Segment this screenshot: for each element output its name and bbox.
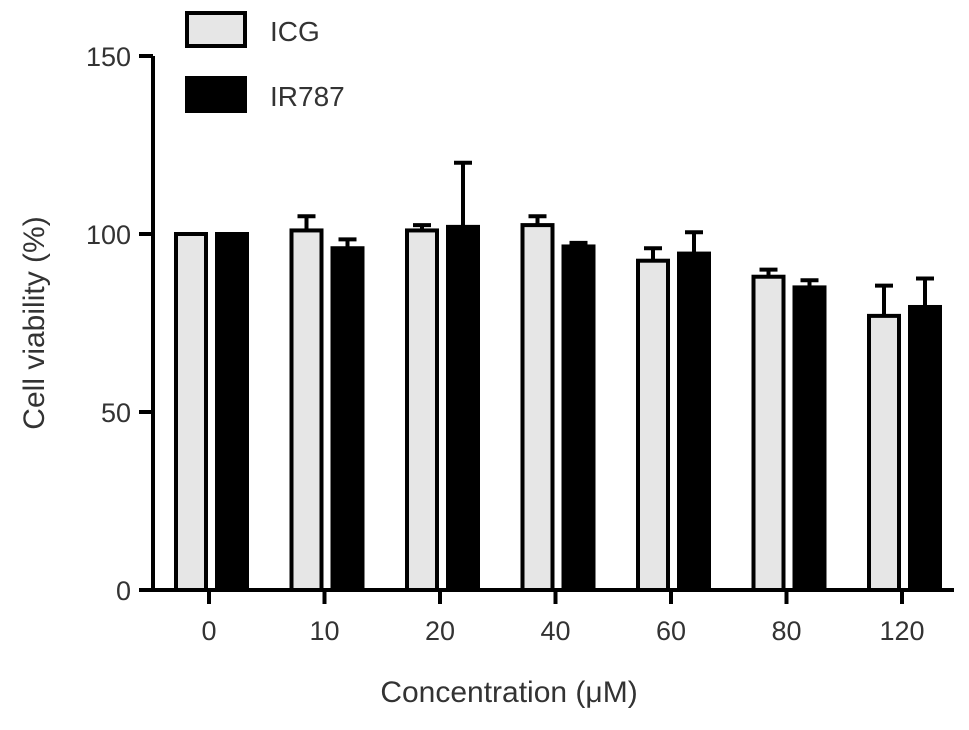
legend-label-icg: ICG: [270, 16, 320, 47]
bar-icg-80: [751, 274, 786, 592]
bar-icg-0: [174, 232, 208, 592]
y-tick-label-50: 50: [101, 398, 131, 428]
bar-ir787-120: [908, 304, 942, 592]
bar-ir787-0: [215, 232, 249, 592]
bar-icg-40: [520, 223, 555, 592]
x-axis-title: Concentration (μM): [380, 676, 637, 709]
y-axis-title: Cell viability (%): [18, 216, 51, 429]
bar-ir787-40: [561, 244, 596, 593]
bar-icg-120: [867, 313, 901, 592]
x-tick-label-40: 40: [540, 616, 570, 646]
bar-ir787-10: [330, 246, 365, 593]
legend: ICG IR787: [185, 11, 345, 113]
error-bars-layer: [297, 160, 934, 316]
y-tick-label-0: 0: [116, 576, 131, 606]
axes-layer: [151, 56, 954, 592]
x-tick-label-80: 80: [771, 616, 801, 646]
bar-icg-60: [636, 258, 670, 592]
bar-ir787-60: [677, 251, 711, 593]
x-tick-label-20: 20: [425, 616, 455, 646]
bar-ir787-80: [792, 285, 827, 592]
bar-ir787-20: [446, 224, 480, 592]
bars-layer: [174, 223, 942, 593]
y-tick-label-150: 150: [86, 42, 131, 72]
x-tick-label-10: 10: [309, 616, 339, 646]
bar-icg-10: [289, 228, 324, 592]
ticks-layer: 0 50 100 150 0 10 20 40 60 80 120: [86, 42, 925, 646]
x-tick-label-0: 0: [201, 616, 216, 646]
bar-icg-20: [405, 228, 439, 592]
y-tick-label-100: 100: [86, 220, 131, 250]
x-tick-label-120: 120: [879, 616, 924, 646]
legend-swatch-ir787: [185, 76, 247, 113]
legend-swatch-icg: [185, 11, 247, 48]
legend-label-ir787: IR787: [270, 81, 345, 112]
x-tick-label-60: 60: [656, 616, 686, 646]
